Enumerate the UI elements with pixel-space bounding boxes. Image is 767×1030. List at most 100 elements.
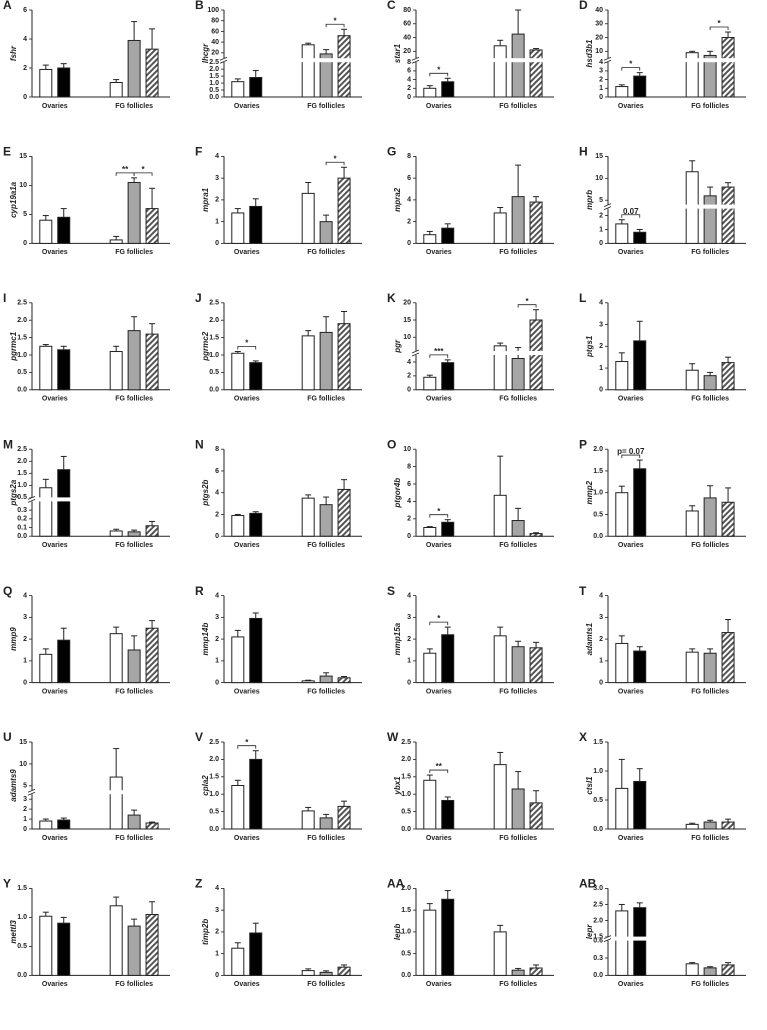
x-tick-label: FG follicles [115, 249, 153, 256]
x-tick-label: FG follicles [307, 688, 345, 695]
sig-label: * [437, 65, 441, 74]
y-tick-label: 1 [599, 365, 603, 372]
sig-bracket [621, 67, 641, 71]
bar [423, 779, 437, 830]
sig-label: * [437, 507, 441, 516]
bar [493, 931, 507, 976]
panel-label: Z [195, 877, 202, 891]
bar [703, 497, 717, 537]
panel-label: B [195, 0, 204, 12]
bar [721, 501, 735, 537]
bar [145, 914, 159, 976]
bar [249, 617, 263, 684]
x-tick-label: Ovaries [234, 688, 260, 695]
bar [39, 68, 53, 98]
axis-break [604, 58, 746, 63]
y-tick-label: 100 [207, 7, 219, 14]
x-tick-label: FG follicles [499, 835, 537, 842]
y-tick-label: 0.3 [593, 955, 603, 962]
sig-bracket [429, 621, 449, 626]
y-tick-label: 0.5 [401, 808, 411, 815]
panel-label: N [195, 437, 204, 451]
bar [441, 362, 455, 391]
y-tick-label: 0.0 [17, 972, 27, 979]
y-tick-label: 0.5 [209, 808, 219, 815]
y-axis-label: cpla2 [201, 775, 210, 796]
y-tick-label: 0.5 [593, 797, 603, 804]
y-tick-label: 2.5 [593, 901, 603, 908]
y-tick-label: 2 [599, 636, 603, 643]
x-tick-label: Ovaries [42, 542, 68, 549]
y-tick-label: 40 [403, 34, 411, 41]
sig-bracket [709, 26, 729, 31]
bar [615, 787, 629, 830]
y-tick-label: 2 [23, 806, 27, 813]
x-tick-label: FG follicles [499, 688, 537, 695]
y-tick-label: 2.0 [209, 756, 219, 763]
bar [319, 53, 333, 98]
x-tick-label: Ovaries [234, 542, 260, 549]
break-mark [603, 206, 612, 210]
y-axis-label: fshr [9, 45, 18, 61]
y-tick-label: 2.0 [593, 917, 603, 924]
break-mark [411, 352, 420, 357]
y-tick-label: 0.2 [17, 516, 27, 523]
bar [529, 647, 543, 684]
x-tick-label: Ovaries [42, 688, 68, 695]
bar [633, 468, 647, 537]
sig-bracket [517, 304, 537, 308]
bar [337, 35, 351, 98]
bar [721, 186, 735, 244]
y-tick-label: 80 [403, 7, 411, 14]
bar [685, 510, 699, 537]
y-tick-label: 1.0 [17, 914, 27, 921]
bar [39, 915, 53, 976]
x-tick-label: FG follicles [499, 981, 537, 988]
bar [301, 497, 315, 537]
y-tick-label: 1 [599, 658, 603, 665]
x-tick-label: Ovaries [426, 688, 452, 695]
bar [231, 515, 245, 537]
sig-label: * [245, 339, 249, 348]
bar [231, 81, 245, 98]
y-tick-label: 2.0 [401, 885, 411, 892]
bar [145, 333, 159, 391]
y-tick-label: 80 [211, 18, 219, 25]
bar [109, 530, 123, 537]
sig-label: * [142, 165, 146, 174]
bar [57, 349, 71, 391]
bar [127, 925, 141, 976]
bar [319, 971, 333, 976]
sig-bracket [237, 745, 257, 749]
bar [231, 352, 245, 391]
bar [703, 375, 717, 391]
bar [703, 54, 717, 98]
bar [249, 205, 263, 244]
bar [615, 86, 629, 98]
bar [633, 231, 647, 244]
y-tick-label: 60 [211, 28, 219, 35]
sig-label: * [629, 60, 633, 69]
bar [337, 488, 351, 537]
y-tick-label: 3 [599, 68, 603, 75]
bar [337, 805, 351, 830]
y-tick-label: 2 [407, 636, 411, 643]
bar [615, 492, 629, 537]
x-tick-label: FG follicles [115, 688, 153, 695]
y-tick-label: 0 [23, 826, 27, 833]
bar [127, 814, 141, 830]
x-tick-label: Ovaries [234, 103, 260, 110]
y-tick-label: 1.5 [209, 334, 219, 341]
bar [301, 680, 315, 684]
y-tick-label: 3 [215, 907, 219, 914]
bar [511, 357, 525, 391]
sig-label: * [718, 19, 722, 28]
y-axis-label: pgrmc1 [9, 331, 18, 361]
panel-label: M [3, 437, 13, 451]
bar [703, 967, 717, 976]
y-tick-label: 2 [215, 929, 219, 936]
x-tick-label: Ovaries [426, 981, 452, 988]
bar [249, 77, 263, 98]
bar [127, 330, 141, 391]
